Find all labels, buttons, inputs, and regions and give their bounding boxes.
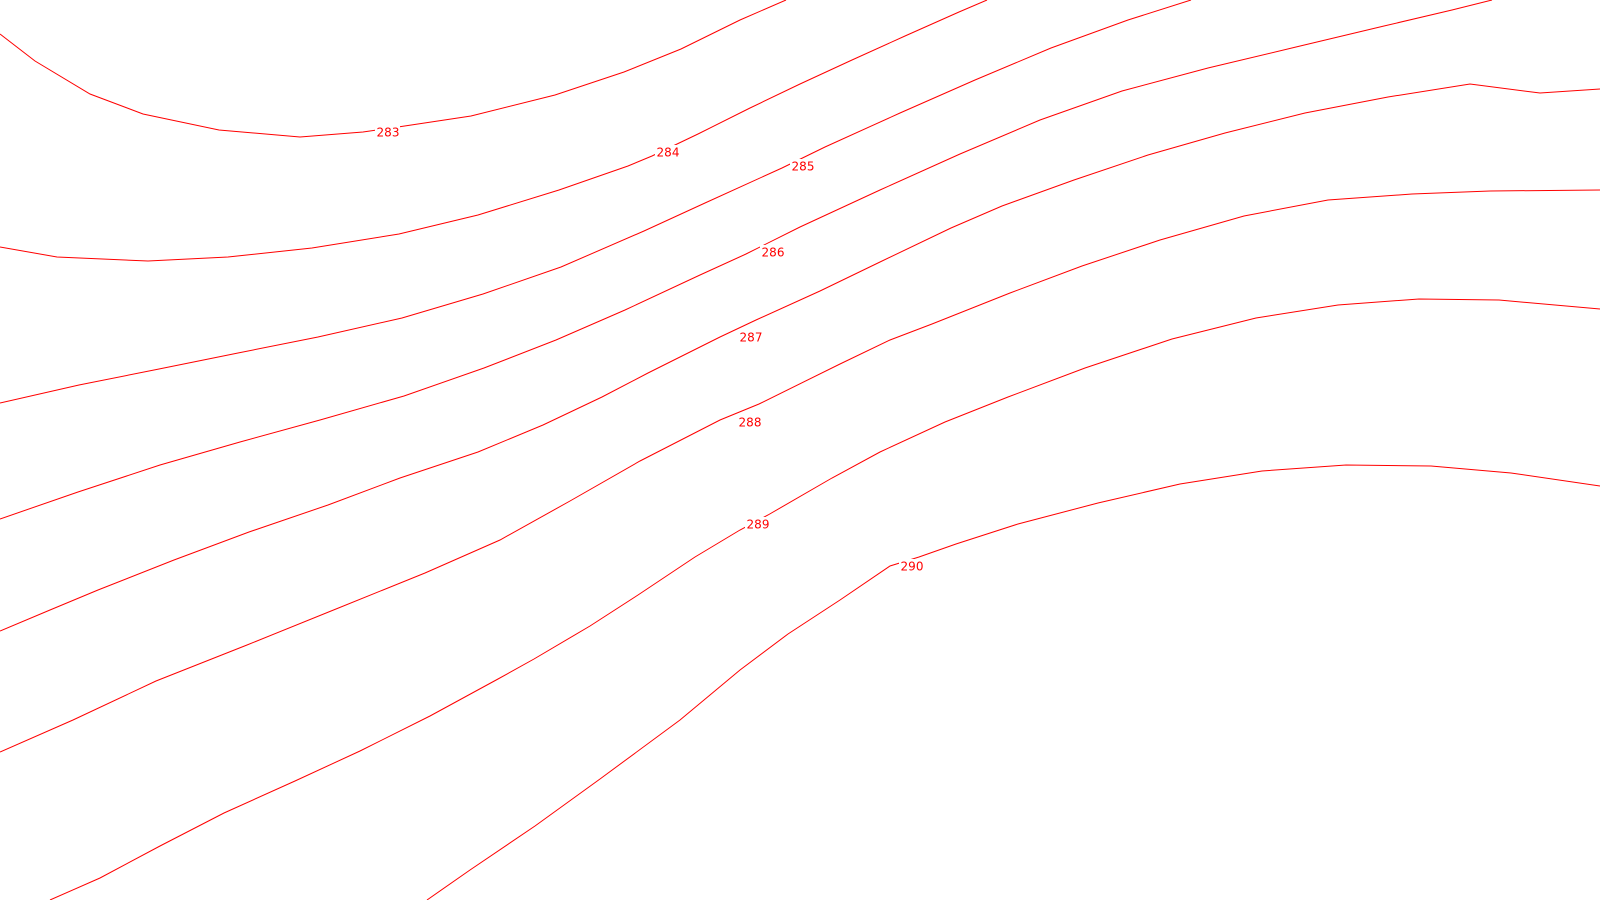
contour-line-287: [0, 83, 1600, 632]
contour-label-288: 288: [737, 415, 762, 430]
contour-line-283: [0, 0, 787, 138]
contour-label-290: 290: [899, 559, 924, 574]
contour-line-284: [0, 0, 988, 262]
contour-label-289: 289: [745, 517, 770, 532]
svg-text:285: 285: [792, 160, 815, 174]
svg-text:287: 287: [740, 331, 763, 345]
svg-text:289: 289: [747, 518, 770, 532]
svg-text:286: 286: [762, 246, 785, 260]
svg-text:283: 283: [377, 126, 400, 140]
contour-label-285: 285: [790, 159, 815, 174]
contour-line-289: [49, 298, 1600, 900]
contour-label-286: 286: [760, 245, 785, 260]
svg-text:284: 284: [657, 146, 680, 160]
contour-line-286: [0, 0, 1493, 520]
contour-line-285: [0, 0, 1192, 404]
svg-text:290: 290: [901, 560, 924, 574]
contour-label-287: 287: [738, 330, 763, 345]
contour-label-284: 284: [655, 145, 680, 160]
contour-line-288: [0, 189, 1600, 753]
svg-text:288: 288: [739, 416, 762, 430]
contour-line-290: [426, 464, 1600, 900]
contour-label-283: 283: [375, 125, 400, 140]
